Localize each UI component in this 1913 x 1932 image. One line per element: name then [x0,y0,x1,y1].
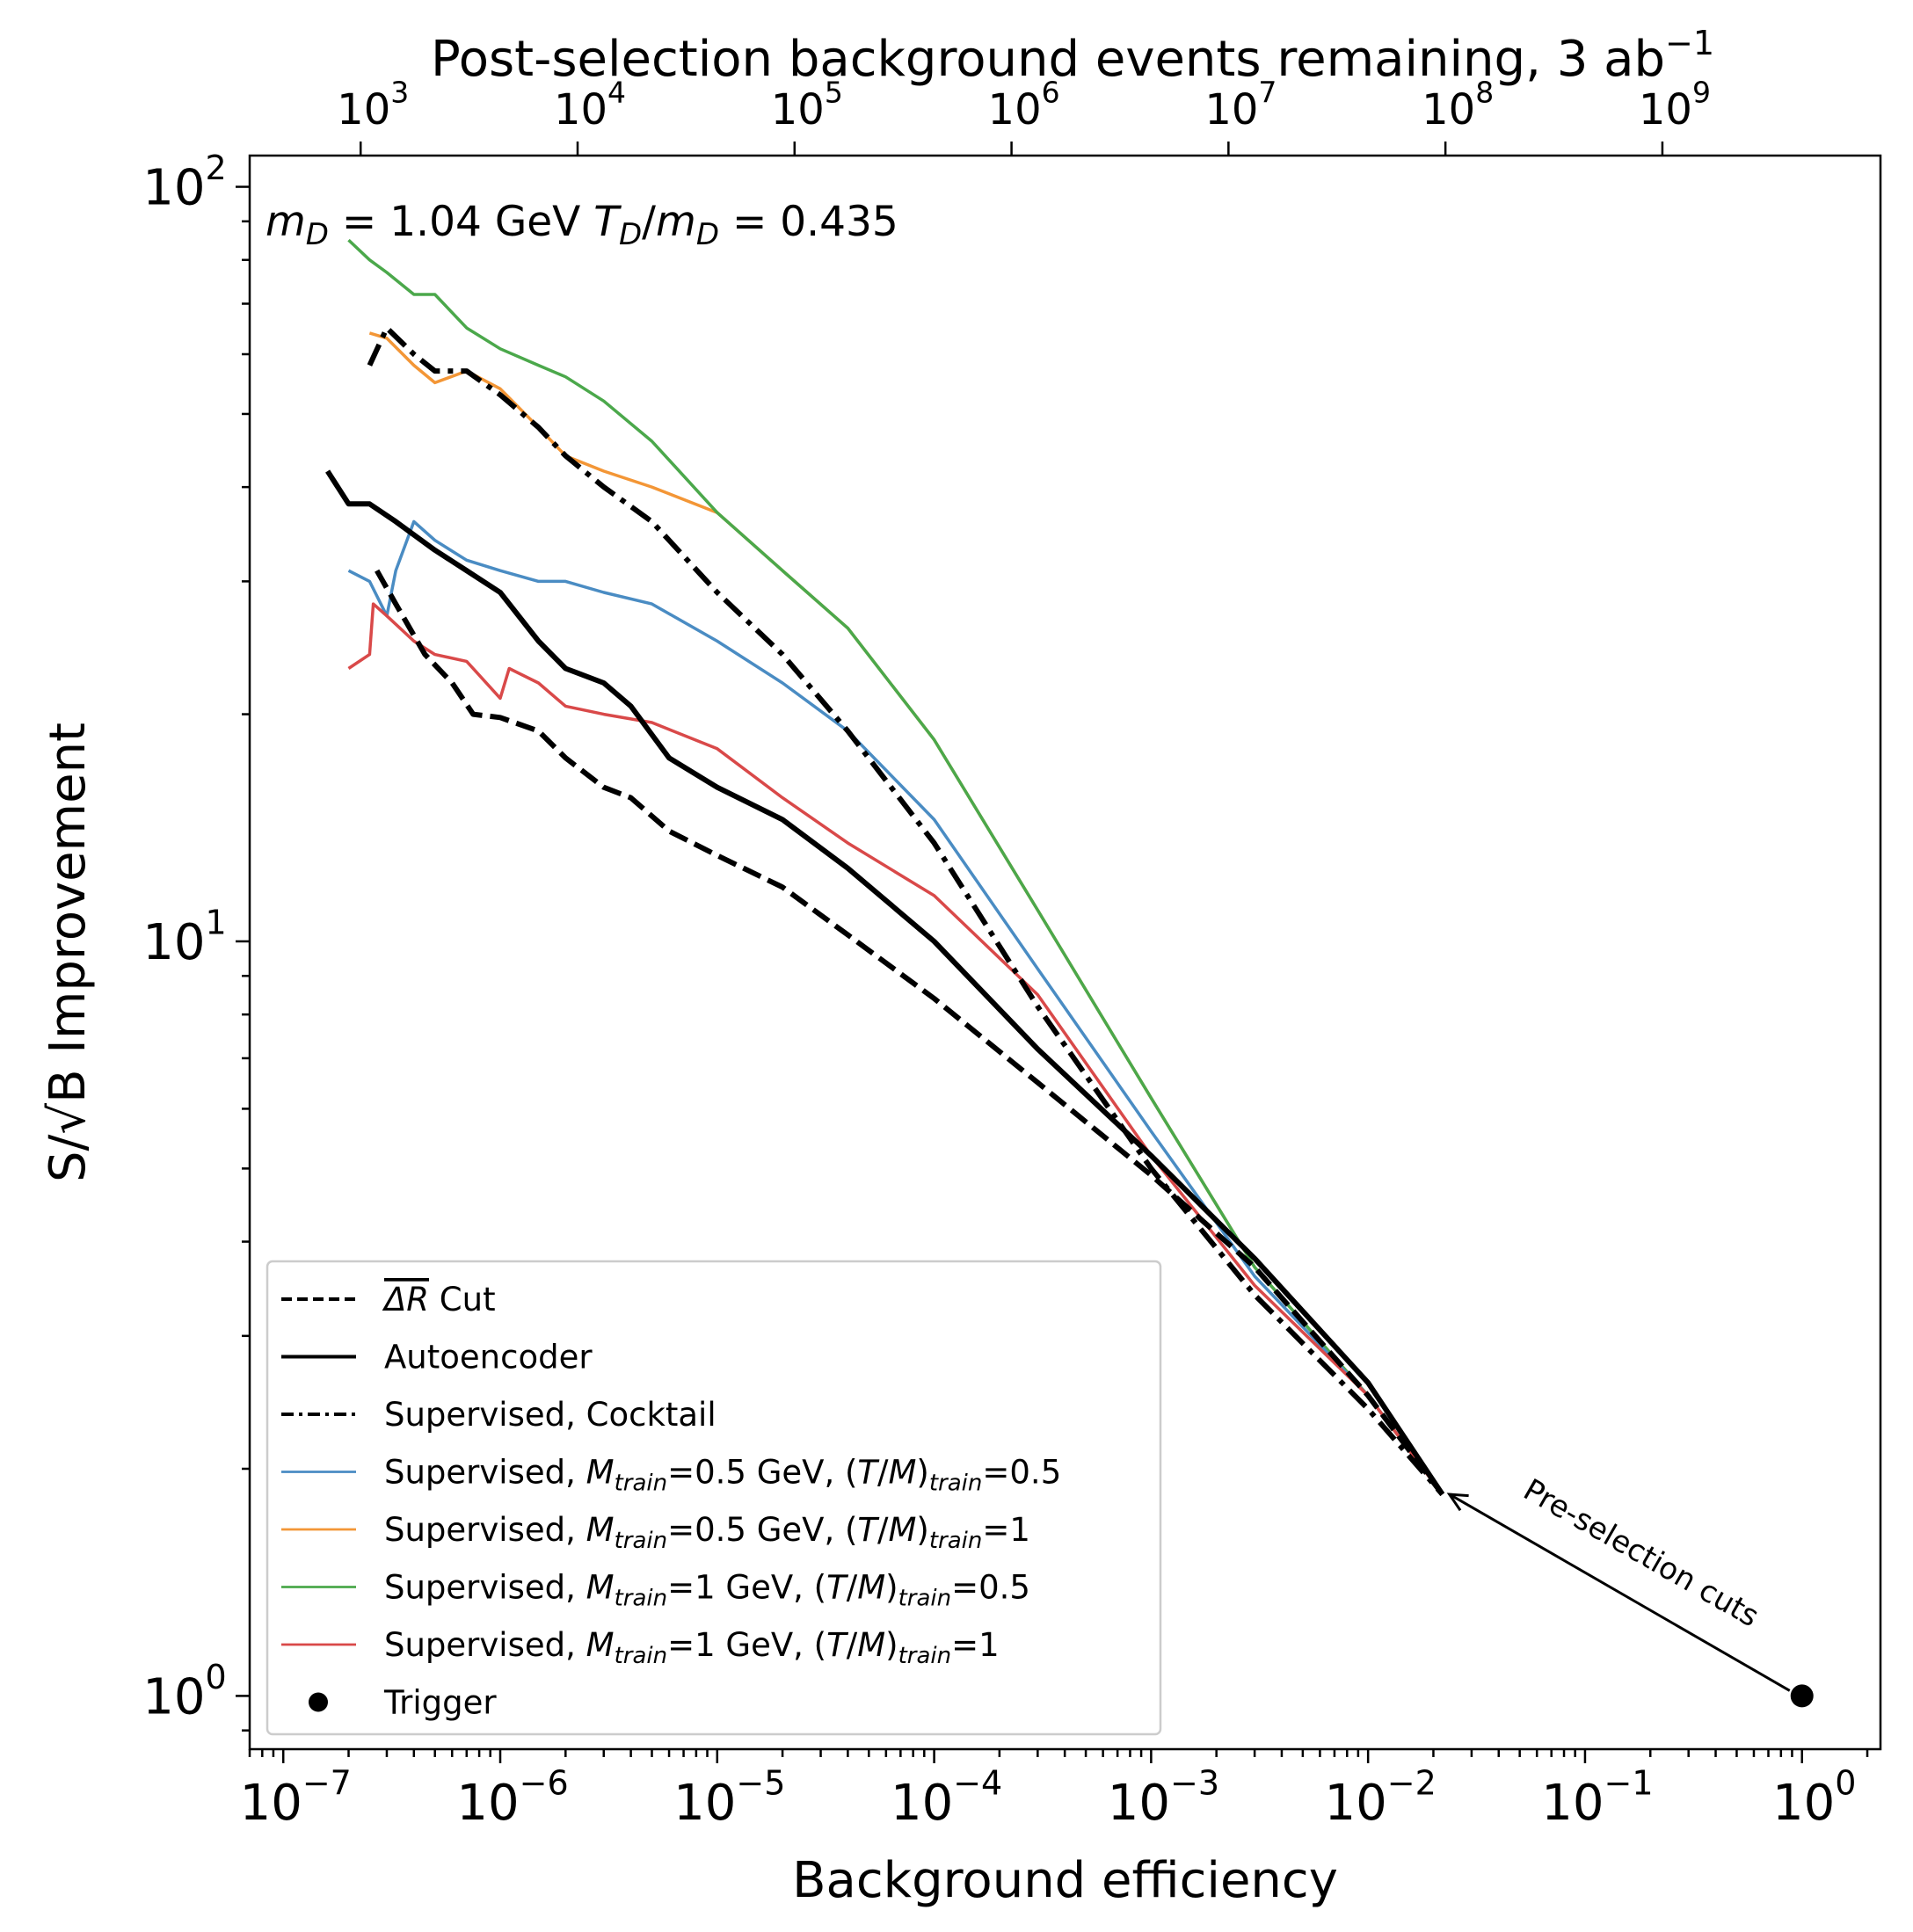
x-tick-label: 10−1 [1541,1764,1653,1833]
series-line-5 [347,238,1444,1496]
y-tick-label: 101 [142,903,226,971]
x-tick-label: 10−2 [1325,1764,1437,1833]
legend-label-2: Supervised, Cocktail [384,1396,716,1434]
x-tick-label: 100 [1772,1764,1856,1833]
x-tick-label: 10−5 [673,1764,785,1833]
series-layer [325,238,1445,1497]
legend: ΔR Cut Autoencoder Supervised, Cocktail Sup… [265,1260,1162,1736]
top-tick-label: 107 [1204,75,1277,134]
x-axis-label: Background efficiency [792,1852,1338,1909]
trigger-point [1790,1684,1814,1708]
x-tick-label: 10−6 [456,1764,568,1833]
annotation-arrow [1448,1493,1791,1692]
parameter-annotation: mD = 1.04 GeV TD/mD = 0.435 [265,198,898,252]
series-line-6 [347,602,1444,1496]
top-tick-label: 109 [1639,75,1711,134]
series-line-0 [375,569,1445,1496]
series-line-1 [325,469,1445,1496]
y-tick-label: 102 [142,149,226,217]
arrow-head [1446,1493,1469,1512]
top-tick-label: 104 [554,75,626,134]
tick-layer [236,142,1869,1763]
series-line-2 [367,325,1444,1497]
x-tick-label: 10−4 [891,1764,1002,1833]
top-tick-label: 106 [988,75,1060,134]
text-layer: 10−7 10−6 10−5 10−4 10−3 10−2 10−1 100 100 101 102… [40,24,1856,1909]
marker-layer: Pre-selection cuts [1446,1472,1814,1708]
top-axis-label: Post-selection background events remaini… [431,24,1714,88]
legend-label-3: Supervised, Mtrain=0.5 GeV, (T/M)train=0… [384,1454,1061,1497]
x-tick-label: 10−7 [240,1764,352,1833]
series-line-3 [347,519,1444,1496]
legend-label-4: Supervised, Mtrain=0.5 GeV, (T/M)train=1 [384,1511,1030,1554]
legend-frame [265,1260,1162,1736]
legend-swatch-trigger [309,1692,328,1712]
top-tick-label: 103 [337,75,409,134]
legend-label-1: Autoencoder [384,1339,593,1376]
top-tick-label: 105 [771,75,843,134]
y-tick-label: 100 [142,1658,226,1726]
legend-label-5: Supervised, Mtrain=1 GeV, (T/M)train=0.5 [384,1569,1030,1612]
x-tick-label: 10−3 [1108,1764,1219,1833]
legend-label-6: Supervised, Mtrain=1 GeV, (T/M)train=1 [384,1626,1000,1669]
arrow-label: Pre-selection cuts [1517,1472,1764,1634]
top-tick-label: 108 [1422,75,1494,134]
legend-label-trigger: Trigger [383,1684,497,1722]
y-axis-label: S/√B Improvement [40,723,97,1182]
legend-label-0: ΔR Cut [382,1281,496,1318]
